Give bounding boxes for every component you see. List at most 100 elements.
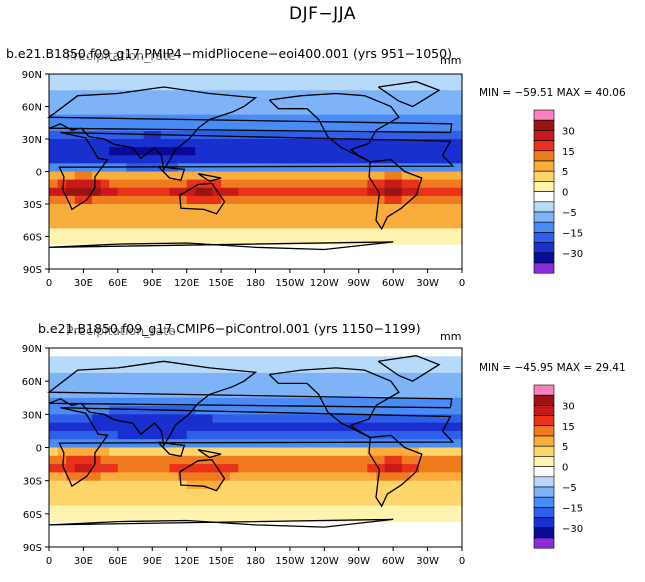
colorbar-box (533, 119, 555, 131)
colorbar-box (533, 191, 555, 203)
colorbar-label: 30 (562, 401, 575, 412)
colorbar-box (533, 517, 555, 529)
colorbar-box (533, 527, 555, 539)
x-tick-label: 30W (416, 278, 439, 289)
x-tick-label: 90W (347, 556, 370, 567)
colorbar-box (533, 232, 555, 243)
x-tick-label: 0 (46, 556, 52, 567)
x-tick-label: 0 (459, 556, 465, 567)
panel-1-map: 0 30E 60E 90E 120E 150E 180 150W 120W 90W 60W 30W 09… (22, 70, 465, 289)
x-tick-label: 180 (246, 556, 265, 567)
x-tick-label: 30W (416, 556, 439, 567)
x-tick-label: 150E (208, 556, 233, 567)
panel-1-min-max: MIN = −59.51 MAX = 40.06 (479, 87, 626, 99)
colorbar-box (533, 201, 555, 213)
colorbar-box (533, 507, 555, 518)
x-tick-label: 60W (382, 556, 405, 567)
panel-1-title: b.e21.B1850.f09_g17.PMIP4−midPliocene−eo… (6, 46, 452, 61)
y-tick-label: 90N (22, 70, 42, 81)
y-tick-label: 60N (22, 377, 42, 388)
colorbar-label: −5 (562, 208, 577, 219)
colorbar-box (533, 445, 555, 457)
colorbar-label: 0 (562, 188, 568, 199)
panel-2-units: mm (440, 330, 462, 343)
colorbar-label: −15 (562, 503, 583, 514)
x-tick-label: 30E (74, 278, 93, 289)
y-tick-label: 60S (23, 510, 42, 521)
colorbar-box (533, 496, 555, 508)
colorbar-label: −5 (562, 483, 577, 494)
x-tick-label: 0 (46, 278, 52, 289)
colorbar-box (533, 130, 555, 141)
colorbar-label: −30 (562, 249, 583, 260)
colorbar-box (533, 160, 555, 172)
y-tick-label: 30N (22, 135, 42, 146)
figure-title: DJF−JJA (289, 4, 356, 24)
x-tick-label: 150W (275, 556, 304, 567)
y-tick-label: 30N (22, 410, 42, 421)
panel-1-units: mm (440, 54, 462, 67)
x-tick-label: 120W (310, 278, 339, 289)
y-tick-label: 30S (23, 200, 42, 211)
colorbar-box (533, 170, 555, 182)
colorbar-box (533, 405, 555, 416)
y-tick-label: 90S (23, 265, 42, 276)
colorbar-box (533, 425, 555, 437)
y-tick-label: 90S (23, 543, 42, 554)
colorbar-box (533, 150, 555, 162)
colorbar-label: 5 (562, 442, 568, 453)
colorbar-box (533, 415, 555, 427)
colorbar-box (533, 435, 555, 447)
y-tick-label: 0 (36, 444, 42, 455)
panel-2-variable-label: Precipitation_rate (66, 323, 176, 338)
colorbar-box (533, 252, 555, 264)
x-tick-label: 60E (108, 278, 127, 289)
y-tick-label: 90N (22, 344, 42, 355)
colorbar-box (533, 466, 555, 478)
colorbar-box (533, 394, 555, 406)
y-tick-label: 60N (22, 103, 42, 114)
panel-2-colorbar: 30 15 5 0 −5 −15 −30 (533, 384, 583, 549)
map-field (49, 74, 463, 270)
x-tick-label: 150W (275, 278, 304, 289)
colorbar-label: −15 (562, 228, 583, 239)
y-tick-label: 0 (36, 168, 42, 179)
colorbar-box (533, 262, 555, 274)
x-tick-label: 120E (174, 278, 199, 289)
colorbar-box (533, 456, 555, 467)
colorbar-label: 5 (562, 167, 568, 178)
colorbar-box (533, 476, 555, 488)
colorbar-box (533, 221, 555, 233)
x-tick-label: 120W (310, 556, 339, 567)
x-tick-label: 60E (108, 556, 127, 567)
colorbar-box (533, 211, 555, 223)
colorbar-label: 30 (562, 126, 575, 137)
panel-1-variable-label: Precipitation_rate (66, 48, 176, 63)
y-tick-label: 30S (23, 477, 42, 488)
colorbar-box (533, 109, 555, 121)
x-tick-label: 90W (347, 278, 370, 289)
colorbar-box (533, 242, 555, 254)
colorbar-label: −30 (562, 524, 583, 535)
x-tick-label: 180 (246, 278, 265, 289)
colorbar-box (533, 181, 555, 192)
colorbar-label: 15 (562, 422, 575, 433)
x-tick-label: 0 (459, 278, 465, 289)
colorbar-box (533, 486, 555, 498)
colorbar-label: 15 (562, 147, 575, 158)
colorbar-label: 0 (562, 463, 568, 474)
x-tick-label: 30E (74, 556, 93, 567)
x-tick-label: 150E (208, 278, 233, 289)
colorbar-box (533, 537, 555, 549)
panel-2-min-max: MIN = −45.95 MAX = 29.41 (479, 362, 626, 374)
x-tick-label: 90E (143, 556, 162, 567)
map-field (49, 348, 463, 548)
colorbar-box (533, 384, 555, 396)
panel-2-map: 0 30E 60E 90E 120E 150E 180 150W 120W 90W 60W 30W 09… (22, 344, 465, 567)
panel-1-colorbar: 30 15 5 0 −5 −15 −30 (533, 109, 583, 274)
x-tick-label: 60W (382, 278, 405, 289)
panel-2-title: b.e21.B1850.f09_g17.CMIP6−piControl.001 … (38, 321, 421, 336)
y-tick-label: 60S (23, 233, 42, 244)
colorbar-box (533, 140, 555, 152)
x-tick-label: 120E (174, 556, 199, 567)
